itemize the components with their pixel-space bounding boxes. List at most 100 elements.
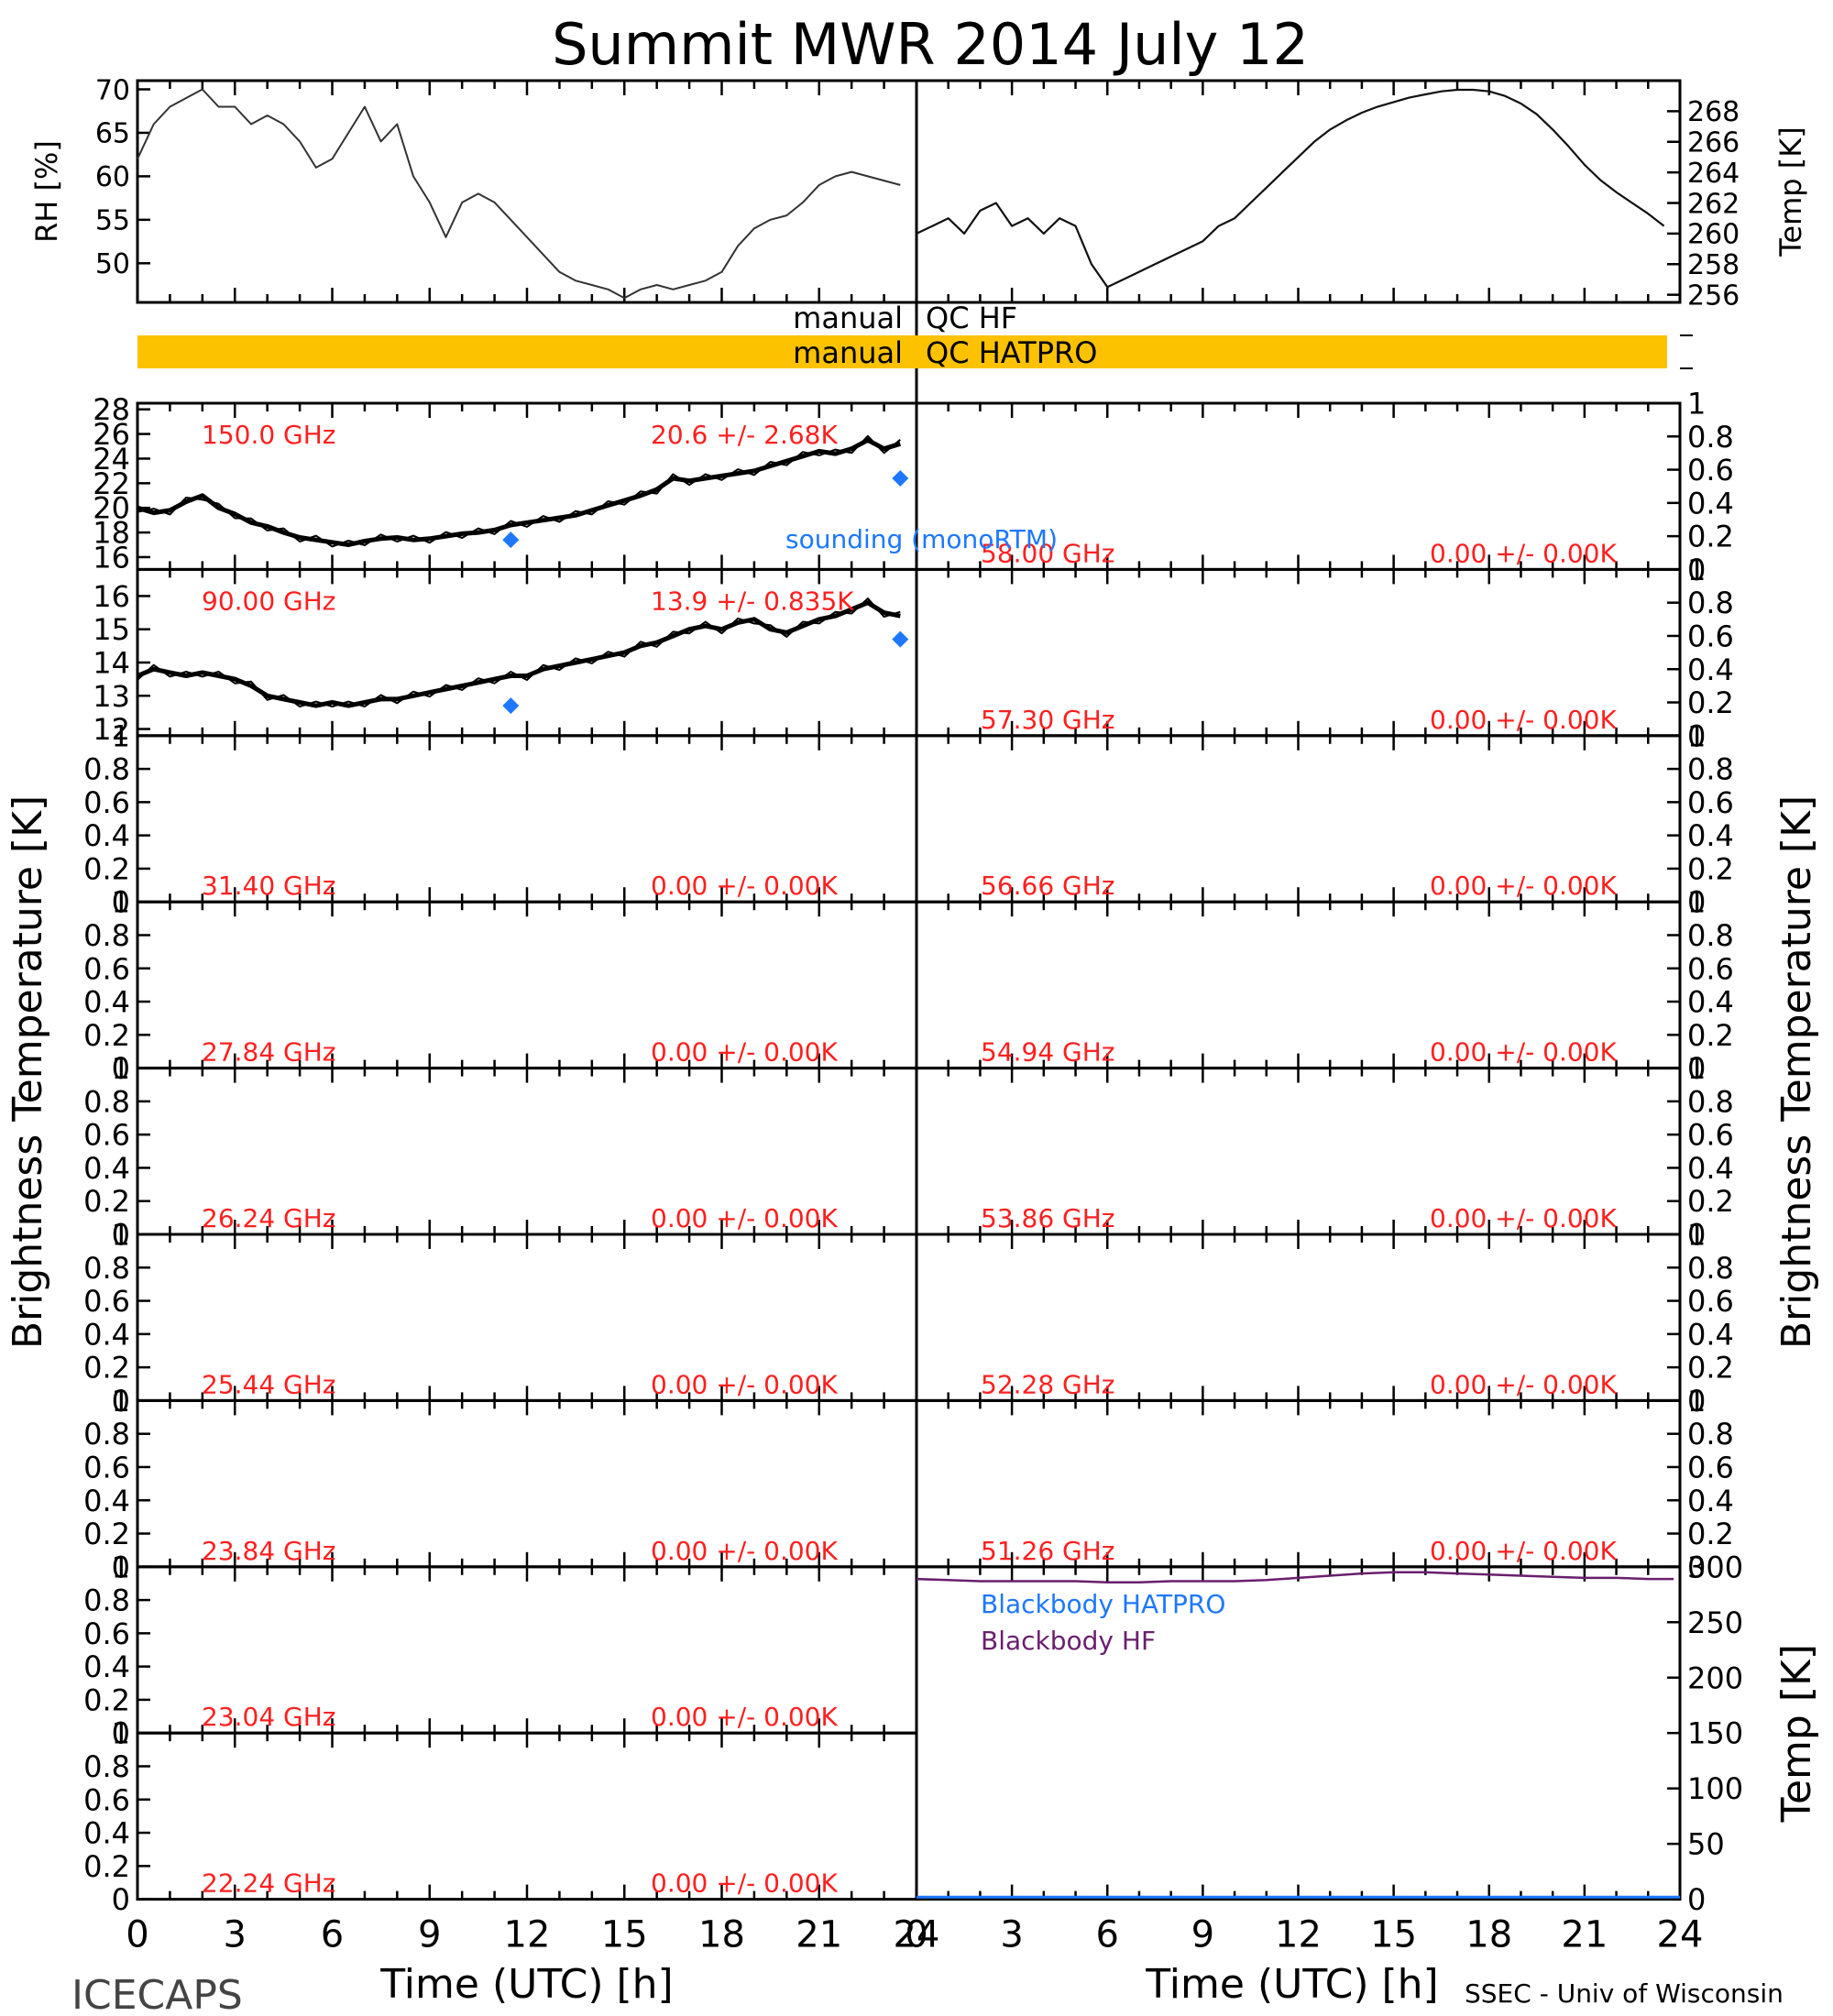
blackbody-yaxis (1667, 1565, 1680, 1901)
ch-22.24-frame-ticks (136, 1733, 918, 1900)
rh-series-line (137, 88, 901, 300)
y-tick-label: 0.4 (1687, 1151, 1734, 1186)
y-tick-label: 0.8 (83, 918, 130, 953)
ch-23.04-stats-label: 0.00 +/- 0.00K (651, 1702, 838, 1732)
y-tick-label: 0 (1687, 718, 1706, 753)
ch-150-stats-label: 20.6 +/- 2.68K (651, 420, 838, 450)
qc-hf-right-label: QC HF (926, 301, 1017, 335)
y-tick-label: 0.2 (83, 1351, 130, 1386)
temp-panel-frame-ticks (915, 81, 1682, 302)
y-tick-label: 0.8 (83, 1749, 130, 1784)
ch-52.28-yaxis (1667, 1233, 1680, 1402)
y-tick-label: 1 (112, 1716, 130, 1751)
y-tick-label: 0.8 (83, 1417, 130, 1452)
y-tick-label: 18 (93, 516, 130, 551)
y-tick-label: 0.4 (83, 1484, 130, 1518)
y-tick-label: 0.6 (83, 1782, 130, 1817)
ch-58.00-frame-ticks (915, 403, 1682, 570)
ch-52.28-frame-ticks (915, 1234, 1682, 1401)
y-tick-label: 0.8 (83, 1583, 130, 1618)
ch-26.24-channel-label: 26.24 GHz (202, 1203, 336, 1233)
y-tick-label: 13 (93, 679, 130, 714)
x-tick-label-left: 9 (418, 1914, 441, 1956)
y-tick-label: 1 (112, 1218, 130, 1253)
y-tick-label: 55 (95, 205, 130, 237)
y-tick-label: 0.2 (83, 1517, 130, 1551)
y-tick-label: 0 (1687, 885, 1706, 920)
y-tick-label: 1 (1687, 885, 1706, 920)
ch-58.00-stats-label: 0.00 +/- 0.00K (1430, 538, 1617, 568)
y-tick-label: 1 (1687, 718, 1706, 753)
y-tick-label: 0.8 (83, 1084, 130, 1119)
ch-51.26-channel-label: 51.26 GHz (981, 1536, 1115, 1566)
y-tick-label: 0.6 (1687, 453, 1734, 488)
ch-54.94-channel-label: 54.94 GHz (981, 1037, 1115, 1068)
y-tick-label: 1 (112, 1051, 130, 1086)
y-tick-label: 0 (1687, 1051, 1706, 1086)
ch-22.24-yaxis (137, 1731, 150, 1901)
temp-panel-frame (915, 79, 1682, 304)
ch-54.94-yaxis (1667, 900, 1680, 1069)
y-tick-label: 0 (112, 885, 130, 920)
ch-53.86-yaxis (1667, 1067, 1680, 1236)
y-tick-label: 0.6 (1687, 951, 1734, 986)
x-tick-label-right: 3 (1000, 1914, 1023, 1956)
ch-25.44-stats-label: 0.00 +/- 0.00K (651, 1369, 838, 1399)
x-tick-label-left: 24 (894, 1914, 940, 1956)
bb-hf-line (916, 1571, 1674, 1583)
y-tick-label: 0.8 (1687, 1417, 1734, 1452)
brightness-axis-label-left: Brightness Temperature [K] (5, 795, 51, 1349)
y-tick-label: 0.4 (83, 1151, 130, 1186)
ch-23.84-channel-label: 23.84 GHz (202, 1536, 336, 1566)
x-tick-label-right: 6 (1096, 1914, 1119, 1956)
x-axis-title-right: Time (UTC) [h] (1145, 1961, 1438, 2008)
y-tick-label: 0.8 (1687, 918, 1734, 953)
y-tick-label: 0.6 (1687, 1450, 1734, 1485)
ch-56.66-yaxis (1667, 734, 1680, 904)
y-tick-label: 0.8 (1687, 752, 1734, 787)
y-tick-label: 0.2 (83, 851, 130, 886)
ch-51.26-stats-label: 0.00 +/- 0.00K (1430, 1536, 1617, 1566)
y-tick-label: 200 (1687, 1660, 1743, 1695)
y-tick-label: 1 (1687, 1218, 1706, 1253)
qc-hatpro-left-label: manual (793, 335, 903, 370)
y-tick-label: 16 (93, 540, 130, 575)
y-tick-label: 0 (1687, 1550, 1706, 1584)
ch-56.66-channel-label: 56.66 GHz (981, 871, 1115, 901)
y-tick-label: 0.6 (83, 1284, 130, 1319)
y-tick-label: 12 (93, 712, 130, 747)
rh-yaxis (137, 88, 150, 265)
ch-53.86-channel-label: 53.86 GHz (981, 1203, 1115, 1233)
y-tick-label: 0.4 (1687, 818, 1734, 853)
y-tick-label: 0.8 (83, 1251, 130, 1286)
sounding-legend-label: sounding (monoRTM) (785, 524, 1058, 554)
y-tick-label: 16 (93, 579, 130, 614)
ch-56.66-stats-label: 0.00 +/- 0.00K (1430, 871, 1617, 901)
y-tick-label: 0.8 (1687, 586, 1734, 620)
y-tick-label: 0.4 (1687, 1317, 1734, 1352)
y-tick-label: 0.6 (1687, 619, 1734, 653)
ch-52.28-channel-label: 52.28 GHz (981, 1369, 1115, 1399)
y-tick-label: 0 (1687, 553, 1706, 587)
y-tick-label: 0.4 (83, 1317, 130, 1352)
rh-panel-frame-ticks (136, 81, 918, 302)
y-tick-label: 20 (93, 491, 130, 526)
y-tick-label: 0 (1687, 1218, 1706, 1253)
x-axis-title-left: Time (UTC) [h] (379, 1961, 673, 2008)
y-tick-label: 0.2 (1687, 1517, 1734, 1551)
y-tick-label: 260 (1687, 219, 1740, 251)
y-tick-label: 0.6 (1687, 1118, 1734, 1153)
ch-23.04-channel-label: 23.04 GHz (202, 1702, 336, 1732)
y-tick-label: 250 (1687, 1605, 1743, 1640)
ch-25.44-yaxis (137, 1233, 150, 1402)
y-tick-label: 266 (1687, 127, 1740, 159)
ch-31.40-stats-label: 0.00 +/- 0.00K (651, 871, 838, 901)
y-tick-label: 258 (1687, 249, 1740, 281)
y-tick-label: 0.4 (83, 818, 130, 853)
x-tick-label-right: 24 (1657, 1914, 1704, 1956)
x-tick-label-left: 15 (601, 1914, 648, 1956)
ch-56.66-frame-ticks (915, 735, 1682, 903)
y-tick-label: 0.8 (1687, 1084, 1734, 1119)
y-tick-label: 0.4 (1687, 652, 1734, 687)
y-tick-label: 268 (1687, 96, 1740, 128)
